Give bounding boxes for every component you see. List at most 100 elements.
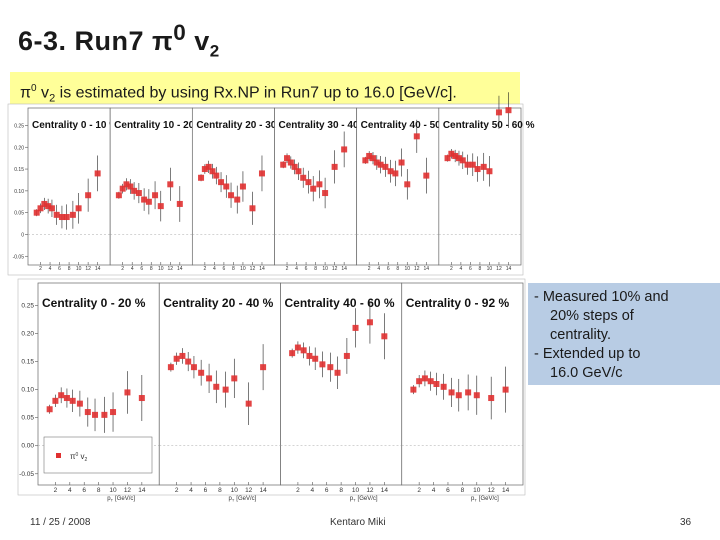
legend-label: π0 v2 [70,452,88,463]
x-tick-label: 12 [496,266,502,272]
title-pi-sup: 0 [173,20,187,45]
x-tick-label: 6 [58,266,61,272]
x-tick-label: 10 [487,266,493,272]
legend-box [43,436,153,474]
title-pi: π [152,26,174,56]
data-point [488,395,495,402]
data-point [167,364,174,371]
x-tick-label: 2 [39,266,42,272]
panel: 2 4 6 8 10 12 14 Centrality 0 - 92 % [401,282,524,494]
data-point [201,166,208,173]
x-tick-label: 10 [473,487,481,494]
subtitle-pi-sup: 0 [31,83,37,94]
title-v-sub: 2 [209,41,220,61]
x-tick-label: 8 [150,266,153,272]
slide-title: 6-3. Run7 π0 v2 [18,20,220,61]
data-point [284,155,291,162]
data-point [46,406,53,413]
x-tick-label: 4 [49,266,52,272]
x-tick-label: 6 [469,266,472,272]
x-tick-label: 10 [352,487,360,494]
data-point [448,389,455,396]
panel-frame [191,107,275,266]
data-point [152,192,159,199]
x-tick-label: 8 [218,487,222,494]
y-tick-label: 0.10 [14,189,24,195]
data-point [377,161,384,168]
x-tick-label: 2 [286,266,289,272]
data-point [249,205,256,212]
subtitle-box: π0 v2 is estimated by using Rx.NP in Run… [10,72,520,105]
data-point [127,183,134,190]
data-point [69,397,76,404]
y-tick-label: 0.05 [14,211,24,217]
legend-v-sub: 2 [85,457,88,463]
x-tick-label: 4 [377,266,380,272]
data-point [45,203,52,210]
data-point [58,214,65,221]
data-point [465,389,472,396]
legend-v: v [78,452,84,461]
x-axis-label-unit: [GeV/c] [358,496,378,502]
x-tick-label: 14 [177,266,183,272]
x-axis-label-sub: T [111,498,114,503]
x-tick-label: 8 [479,266,482,272]
x-tick-label: 12 [488,487,496,494]
x-tick-label: 2 [203,266,206,272]
data-point [455,392,462,399]
panel: 2 4 6 8 10 12 14 Centrality 10 - 20 % [109,107,206,272]
y-tick-label: 0 [21,232,24,238]
x-tick-label: 6 [82,487,86,494]
y-tick-label: 0.25 [14,123,24,129]
data-point [209,168,216,175]
data-point [58,392,65,399]
subtitle-pi: π [20,84,32,102]
data-point [495,109,502,116]
x-tick-label: 12 [250,266,256,272]
data-point [366,319,373,326]
data-point [63,214,70,221]
data-point [75,205,82,212]
data-point [382,163,389,170]
x-tick-label: 14 [259,487,267,494]
y-tick-label: 0.15 [21,359,34,366]
data-point [398,159,405,166]
panel: 2 4 6 8 10 12 14 Centrality 40 - 60 % [280,282,403,494]
y-tick-label: 0.10 [21,387,34,394]
x-tick-label: 8 [461,487,465,494]
x-tick-label: 6 [223,266,226,272]
x-axis-label-p: p [229,496,233,502]
data-point [115,192,122,199]
data-point [316,181,323,188]
x-tick-label: 6 [446,487,450,494]
x-tick-label: 4 [432,487,436,494]
note-line: 16.0 GeV/c [550,365,623,381]
data-point [322,190,329,197]
data-point [157,203,164,210]
y-tick-label: 0.00 [21,443,34,450]
x-axis-label-sub: T [474,498,477,503]
data-point [404,181,411,188]
x-axis-label-unit: [GeV/c] [479,496,499,502]
data-point [310,185,317,192]
data-point [455,155,462,162]
data-point [291,163,298,170]
y-tick-label: -0.05 [13,254,25,260]
x-tick-label: 14 [424,266,430,272]
data-point [334,369,341,376]
data-point [239,183,246,190]
x-tick-label: 2 [368,266,371,272]
x-tick-label: 4 [131,266,134,272]
x-axis-label-p: p [471,496,475,502]
data-point [300,347,307,354]
footer-date: 11 / 25 / 2008 [30,517,91,528]
x-tick-label: 12 [168,266,174,272]
data-point [341,146,348,153]
data-point [486,168,493,175]
title-prefix: 6-3. Run7 [18,26,153,56]
x-tick-label: 6 [204,487,208,494]
data-point [352,324,359,331]
subtitle-rest: is estimated by using Rx.NP in Run7 up t… [55,84,457,102]
data-point [84,409,91,416]
